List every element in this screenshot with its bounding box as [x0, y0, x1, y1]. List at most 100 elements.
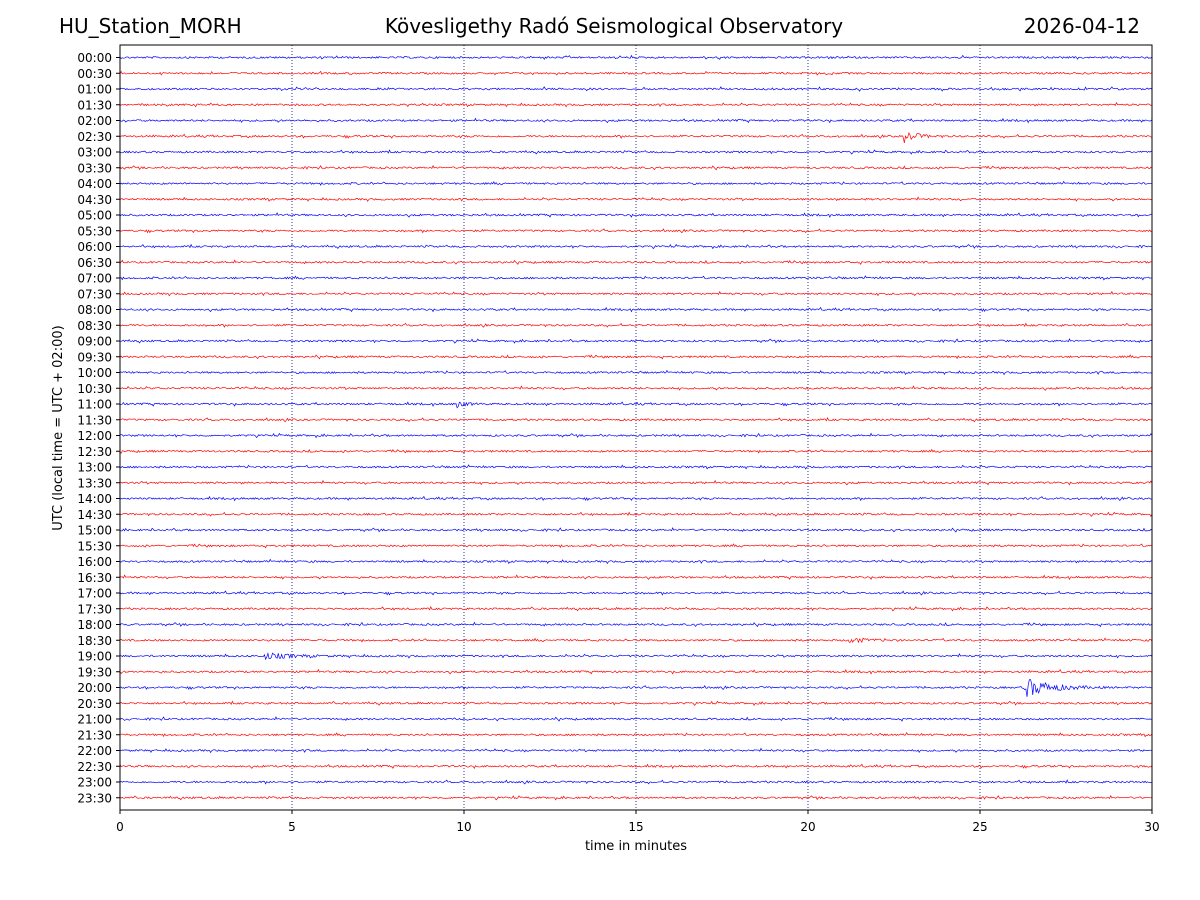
trace-0500	[119, 212, 1153, 218]
y-tick-label: 16:00	[77, 555, 112, 569]
y-tick-label: 10:30	[77, 382, 112, 396]
trace-2030	[119, 700, 1153, 706]
y-tick-label: 06:30	[77, 256, 112, 270]
trace-1100	[119, 401, 1153, 409]
trace-0000	[119, 54, 1153, 60]
trace-1600	[119, 558, 1153, 565]
station-name: HU_Station_MORH	[59, 14, 242, 38]
trace-2200	[119, 747, 1153, 754]
trace-0900	[119, 338, 1153, 344]
y-tick-label: 18:30	[77, 634, 112, 648]
trace-2130	[119, 731, 1153, 738]
trace-1930	[119, 668, 1153, 675]
seismogram-traces	[119, 54, 1153, 801]
y-tick-label: 07:00	[77, 272, 112, 286]
x-tick-label: 5	[288, 820, 296, 834]
y-tick-label: 13:00	[77, 461, 112, 475]
y-tick-label: 12:30	[77, 445, 112, 459]
y-tick-label: 10:00	[77, 366, 112, 380]
trace-1800	[119, 621, 1153, 628]
y-tick-label: 17:00	[77, 587, 112, 601]
trace-1400	[119, 495, 1153, 502]
trace-0700	[119, 275, 1153, 281]
trace-0130	[119, 101, 1153, 108]
y-tick-label: 00:30	[77, 67, 112, 81]
y-tick-label: 05:00	[77, 209, 112, 223]
trace-1900	[119, 652, 1153, 661]
trace-1730	[119, 605, 1153, 612]
trace-1300	[119, 464, 1153, 470]
trace-1630	[119, 574, 1153, 581]
y-tick-label: 08:30	[77, 319, 112, 333]
trace-1830	[119, 637, 1153, 644]
y-tick-label: 08:00	[77, 303, 112, 317]
y-tick-label: 20:30	[77, 697, 112, 711]
trace-0630	[119, 259, 1153, 265]
y-tick-label: 06:00	[77, 240, 112, 254]
y-tick-label: 03:30	[77, 161, 112, 175]
y-tick-label: 20:00	[77, 681, 112, 695]
x-tick-label: 25	[972, 820, 987, 834]
y-tick-label: 19:00	[77, 650, 112, 664]
y-axis-label: UTC (local time = UTC + 02:00)	[51, 325, 66, 530]
trace-1430	[119, 511, 1153, 517]
y-tick-label: 09:00	[77, 335, 112, 349]
trace-0030	[119, 70, 1153, 76]
x-tick-label: 30	[1144, 820, 1159, 834]
trace-1200	[119, 432, 1153, 439]
y-tick-label: 01:00	[77, 83, 112, 97]
trace-1130	[119, 416, 1153, 423]
trace-0230	[119, 131, 1153, 144]
trace-1230	[119, 448, 1153, 454]
y-tick-label: 23:00	[77, 776, 112, 790]
trace-0330	[119, 164, 1153, 171]
x-tick-label: 0	[116, 820, 124, 834]
y-tick-label: 14:00	[77, 492, 112, 506]
trace-2100	[119, 716, 1153, 722]
y-tick-label: 07:30	[77, 287, 112, 301]
chart-title: Kövesligethy Radó Seismological Observat…	[384, 14, 844, 38]
y-tick-label: 04:00	[77, 177, 112, 191]
trace-0300	[119, 149, 1153, 155]
y-tick-label: 22:00	[77, 744, 112, 758]
trace-0200	[119, 117, 1153, 124]
trace-2330	[119, 794, 1153, 801]
trace-0800	[119, 306, 1153, 313]
x-tick-label: 15	[628, 820, 643, 834]
y-tick-label: 11:30	[77, 413, 112, 427]
y-tick-label: 18:00	[77, 618, 112, 632]
y-tick-label: 09:30	[77, 350, 112, 364]
trace-2000	[119, 679, 1153, 697]
trace-0100	[119, 86, 1153, 92]
trace-0400	[119, 180, 1153, 186]
trace-1500	[119, 527, 1153, 533]
y-tick-label: 03:00	[77, 146, 112, 160]
y-tick-label: 01:30	[77, 98, 112, 112]
y-tick-label: 02:30	[77, 130, 112, 144]
y-tick-label: 05:30	[77, 224, 112, 238]
y-tick-label: 13:30	[77, 476, 112, 490]
trace-1330	[119, 479, 1153, 486]
chart-date: 2026-04-12	[1023, 14, 1140, 38]
x-tick-label: 10	[456, 820, 471, 834]
trace-0730	[119, 290, 1153, 297]
y-tick-label: 23:30	[77, 791, 112, 805]
y-tick-label: 21:00	[77, 713, 112, 727]
y-tick-label: 15:00	[77, 524, 112, 538]
y-tick-label: 22:30	[77, 760, 112, 774]
trace-1030	[119, 385, 1153, 391]
trace-2300	[119, 779, 1153, 785]
y-tick-label: 11:00	[77, 398, 112, 412]
grid-lines	[291, 45, 981, 810]
x-axis-label: time in minutes	[585, 839, 687, 854]
y-tick-label: 02:00	[77, 114, 112, 128]
y-tick-label: 16:30	[77, 571, 112, 585]
trace-1530	[119, 543, 1153, 549]
x-tick-label: 20	[800, 820, 815, 834]
trace-1000	[119, 369, 1153, 376]
y-tick-label: 00:00	[77, 51, 112, 65]
trace-0830	[119, 322, 1153, 328]
trace-0930	[119, 354, 1153, 360]
